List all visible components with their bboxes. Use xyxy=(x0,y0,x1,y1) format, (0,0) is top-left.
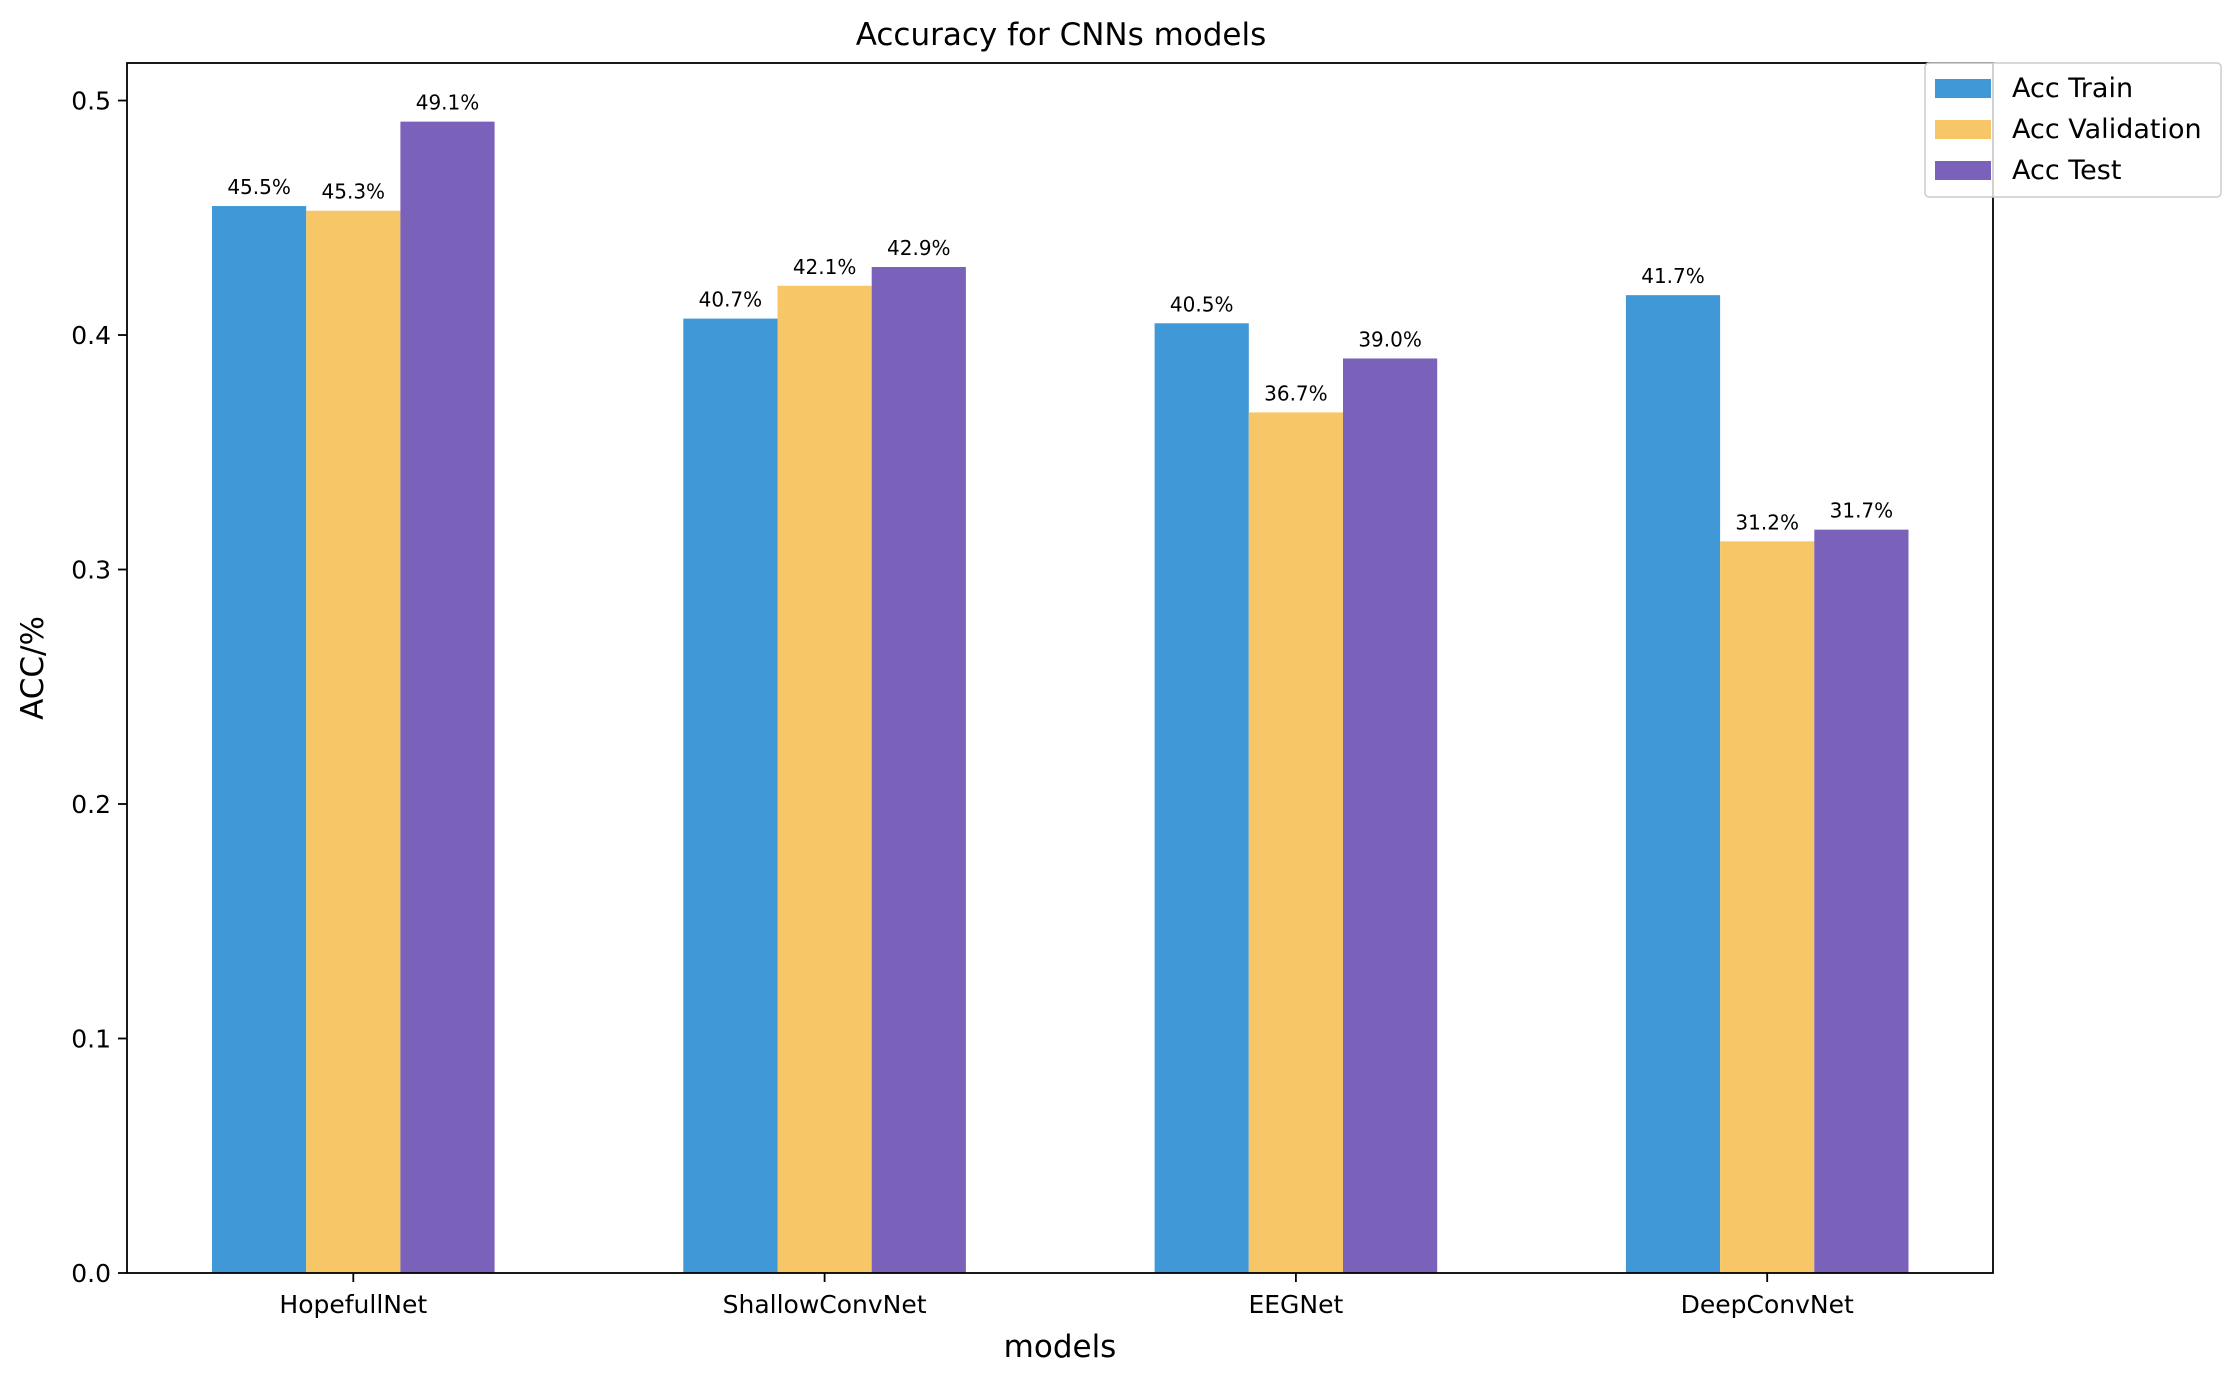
legend-swatch-1 xyxy=(1935,120,1991,139)
y-tick-label: 0.5 xyxy=(71,87,111,116)
bar-1-1 xyxy=(777,285,872,1273)
bar-2-0 xyxy=(1154,323,1249,1273)
bar-2-2 xyxy=(1343,358,1438,1274)
bar-1-2 xyxy=(871,267,966,1273)
legend-swatch-2 xyxy=(1935,161,1991,180)
legend: Acc Train Acc Validation Acc Test xyxy=(1924,62,2222,198)
y-tick-label: 0.1 xyxy=(71,1025,111,1054)
data-label-1-1: 42.1% xyxy=(793,255,857,279)
bar-2-1 xyxy=(1248,412,1343,1273)
legend-label-0: Acc Train xyxy=(2012,73,2133,104)
bar-3-2 xyxy=(1814,529,1909,1273)
bar-0-2 xyxy=(400,121,495,1274)
legend-swatch-0 xyxy=(1935,79,1991,98)
x-tick-label: HopefullNet xyxy=(279,1290,427,1319)
x-tick-label: ShallowConvNet xyxy=(723,1290,927,1319)
legend-items: Acc Train Acc Validation Acc Test xyxy=(1935,73,2202,186)
data-label-1-0: 40.7% xyxy=(699,288,763,312)
bar-0-0 xyxy=(212,206,307,1273)
y-tick-label: 0.4 xyxy=(71,321,111,350)
x-tick-label: EEGNet xyxy=(1248,1290,1343,1319)
plot-frame xyxy=(126,62,1994,1274)
data-label-0-0: 45.5% xyxy=(227,175,291,199)
data-label-2-0: 40.5% xyxy=(1170,292,1234,316)
chart-title: Accuracy for CNNs models xyxy=(856,17,1267,53)
bar-3-1 xyxy=(1720,541,1815,1273)
legend-label-1: Acc Validation xyxy=(2012,114,2202,145)
bars-layer xyxy=(212,121,1909,1274)
data-label-3-0: 41.7% xyxy=(1641,264,1705,288)
data-label-0-2: 49.1% xyxy=(416,91,480,115)
data-label-2-1: 36.7% xyxy=(1264,381,1328,405)
data-label-3-1: 31.2% xyxy=(1735,510,1799,534)
data-label-1-2: 42.9% xyxy=(887,236,951,260)
legend-label-2: Acc Test xyxy=(2012,155,2121,186)
data-label-0-1: 45.3% xyxy=(322,180,386,204)
data-labels-layer: 45.5% 40.7% 40.5% 41.7% 45.3% 42.1% 36.7% 31.2%… xyxy=(227,91,1893,535)
x-tick-label: DeepConvNet xyxy=(1681,1290,1854,1319)
bar-3-0 xyxy=(1625,295,1721,1273)
y-tick-label: 0.2 xyxy=(71,790,111,819)
data-label-2-2: 39.0% xyxy=(1358,327,1422,351)
bar-0-1 xyxy=(306,210,401,1274)
y-tick-label: 0.3 xyxy=(71,556,111,585)
y-axis-label: ACC/% xyxy=(15,616,51,720)
x-axis: HopefullNet ShallowConvNet EEGNet DeepConvN… xyxy=(279,1273,1854,1319)
legend-frame xyxy=(1924,62,2222,198)
y-tick-label: 0.0 xyxy=(71,1259,111,1288)
data-label-3-2: 31.7% xyxy=(1830,499,1894,523)
bar-1-0 xyxy=(683,318,778,1274)
y-axis: 0.0 0.1 0.2 0.3 0.4 0.5 xyxy=(71,87,127,1288)
x-axis-label: models xyxy=(1004,1329,1117,1365)
